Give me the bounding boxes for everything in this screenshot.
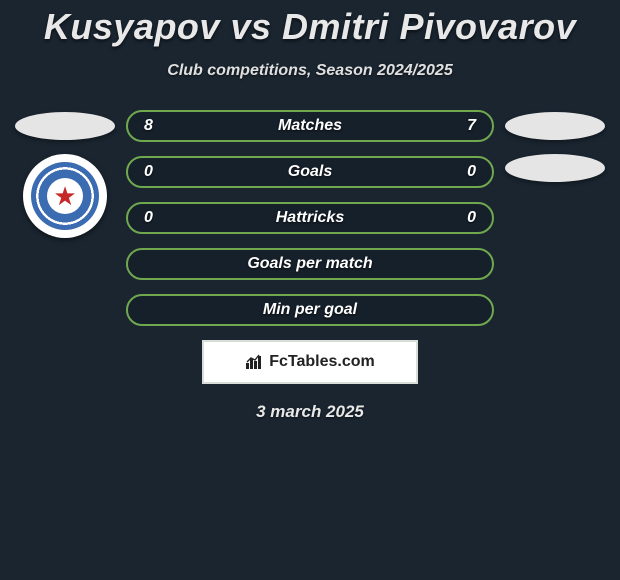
stat-label: Matches [278, 117, 342, 135]
brand-text-suffix: Tables.com [288, 353, 375, 371]
club-badge-center: ★ [47, 178, 83, 214]
brand-box[interactable]: FcTables.com [202, 340, 418, 384]
player-slot-left [15, 112, 115, 140]
stat-label: Hattricks [276, 209, 344, 227]
player-slot-right-2 [505, 154, 605, 182]
brand-logo: FcTables.com [245, 353, 375, 371]
club-badge-ring: ★ [31, 162, 99, 230]
player-slot-right-1 [505, 112, 605, 140]
stat-right-value: 0 [467, 163, 476, 181]
club-badge-left: ★ [23, 154, 107, 238]
stat-bar-hattricks: 0 Hattricks 0 [126, 202, 494, 234]
stat-right-value: 7 [467, 117, 476, 135]
brand-text-prefix: Fc [269, 353, 288, 371]
stat-left-value: 0 [144, 163, 153, 181]
page-subtitle: Club competitions, Season 2024/2025 [0, 62, 620, 80]
star-icon: ★ [53, 183, 76, 209]
stats-column: 8 Matches 7 0 Goals 0 0 Hattricks 0 Goal… [120, 110, 500, 326]
left-column: ★ [10, 110, 120, 238]
stat-bar-gpm: Goals per match [126, 248, 494, 280]
stat-right-value: 0 [467, 209, 476, 227]
stat-left-value: 0 [144, 209, 153, 227]
stat-left-value: 8 [144, 117, 153, 135]
stat-label: Min per goal [263, 301, 357, 319]
stat-label: Goals per match [247, 255, 372, 273]
stat-label: Goals [288, 163, 332, 181]
date-label: 3 march 2025 [0, 402, 620, 422]
main-row: ★ 8 Matches 7 0 Goals 0 0 Hattricks 0 [0, 110, 620, 326]
stat-bar-mpg: Min per goal [126, 294, 494, 326]
right-column [500, 110, 610, 182]
page-title: Kusyapov vs Dmitri Pivovarov [0, 6, 620, 48]
comparison-card: Kusyapov vs Dmitri Pivovarov Club compet… [0, 0, 620, 422]
bars-icon [245, 354, 265, 370]
stat-bar-goals: 0 Goals 0 [126, 156, 494, 188]
stat-bar-matches: 8 Matches 7 [126, 110, 494, 142]
